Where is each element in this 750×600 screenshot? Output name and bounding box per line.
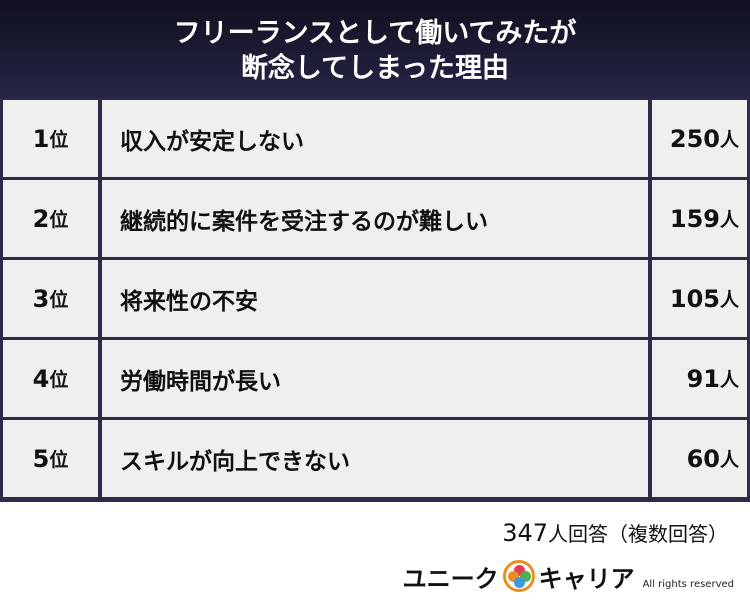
- reason-cell: 将来性の不安: [102, 260, 648, 337]
- respondent-total: 347人回答（複数回答）: [502, 519, 728, 547]
- count-cell: 159 人: [652, 180, 747, 257]
- title-line-2: 断念してしまった理由: [240, 53, 510, 84]
- count-cell: 250 人: [652, 100, 747, 177]
- reason-cell: スキルが向上できない: [102, 420, 648, 497]
- count-cell: 60 人: [652, 420, 747, 497]
- count-cell: 105 人: [652, 260, 747, 337]
- brand-logo: ユニーク キャリア All rights reserved: [403, 558, 734, 594]
- logo-text-left: ユニーク: [402, 564, 499, 593]
- reason-cell: 労働時間が長い: [102, 340, 648, 417]
- reason-cell: 収入が安定しない: [102, 100, 648, 177]
- copyright: All rights reserved: [642, 579, 734, 590]
- clover-logo-icon: [502, 560, 535, 592]
- reason-cell: 継続的に案件を受注するのが難しい: [102, 180, 648, 257]
- title-line-1: フリーランスとして働いてみたが: [173, 18, 577, 49]
- count-cell: 91 人: [652, 340, 747, 417]
- logo-text-right: キャリア: [538, 564, 635, 593]
- title-banner: フリーランスとして働いてみたが 断念してしまった理由: [0, 0, 750, 100]
